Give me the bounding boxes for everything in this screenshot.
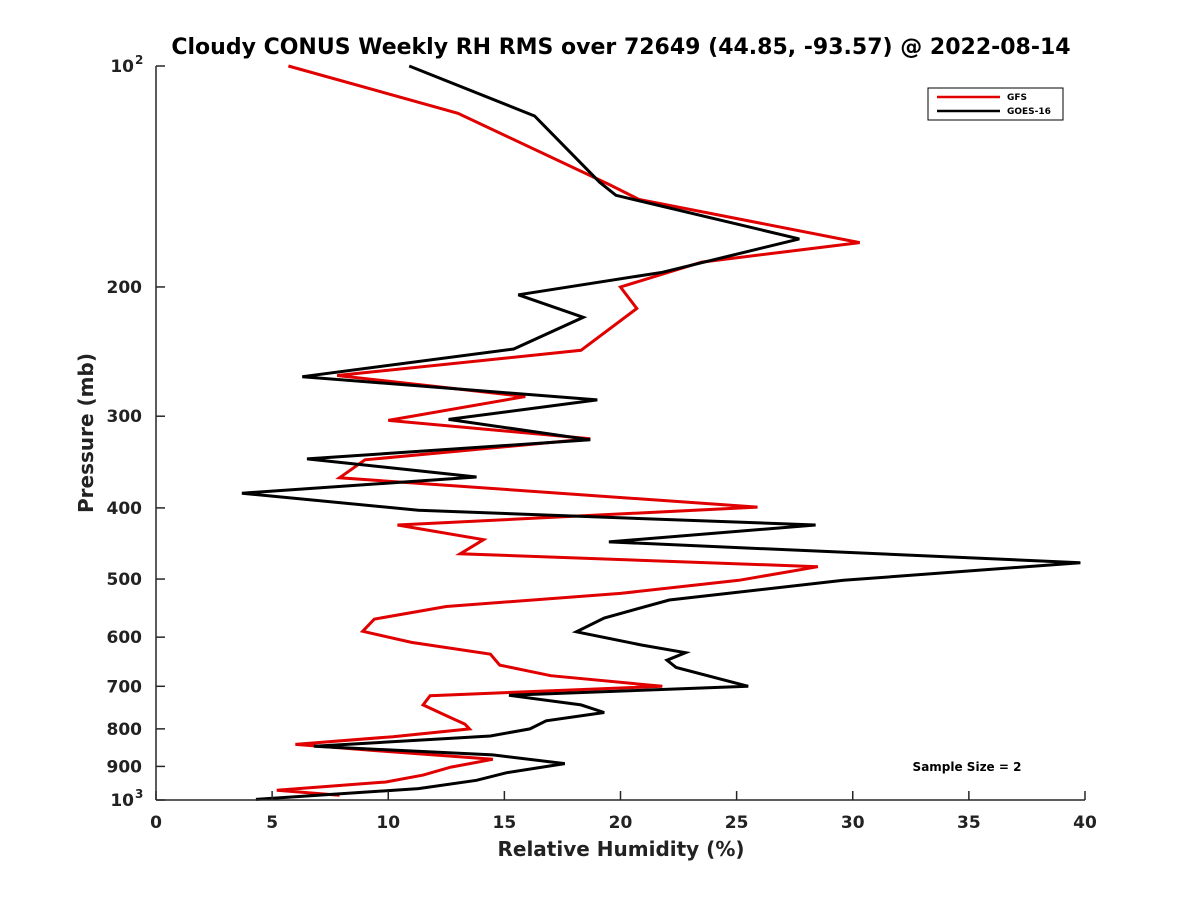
y-tick-label: 700 [107,677,143,697]
legend-label-gfs: GFS [1007,93,1027,103]
y-tick-label: 800 [107,720,143,740]
x-tick-label: 35 [957,813,981,833]
y-tick-label: 10 [110,57,134,77]
x-tick-label: 15 [493,813,517,833]
y-tick-label: 500 [107,570,143,590]
y-tick-label: 900 [107,757,143,777]
sample-size-annotation: Sample Size = 2 [913,760,1022,774]
x-ticks: 0 5 10 15 20 25 30 35 40 [150,791,1097,833]
series-line-goes-16 [241,64,1081,801]
series-line-gfs [276,64,860,797]
chart-title: Cloudy CONUS Weekly RH RMS over 72649 (4… [171,35,1070,60]
y-tick-exponent: 3 [135,787,143,801]
x-tick-label: 25 [725,813,749,833]
legend: GFS GOES-16 [927,87,1064,121]
y-tick-label: 10 [110,791,134,811]
x-tick-label: 0 [150,813,162,833]
y-tick-label: 300 [107,407,143,427]
y-tick-label: 400 [107,499,143,519]
x-axis-label: Relative Humidity (%) [497,837,744,861]
x-tick-label: 5 [266,813,278,833]
legend-box [927,87,1064,121]
legend-label-goes-16: GOES-16 [1007,107,1051,117]
x-tick-label: 20 [609,813,633,833]
x-tick-label: 30 [841,813,865,833]
y-tick-label: 600 [107,628,143,648]
x-tick-label: 10 [376,813,400,833]
y-tick-label: 200 [107,278,143,298]
y-tick-exponent: 2 [135,53,143,67]
legend-entries: GFS GOES-16 [937,93,1051,117]
x-tick-label: 40 [1073,813,1097,833]
plot-area [155,64,1085,801]
y-axis-label: Pressure (mb) [74,353,98,513]
series-layer [241,64,1081,801]
